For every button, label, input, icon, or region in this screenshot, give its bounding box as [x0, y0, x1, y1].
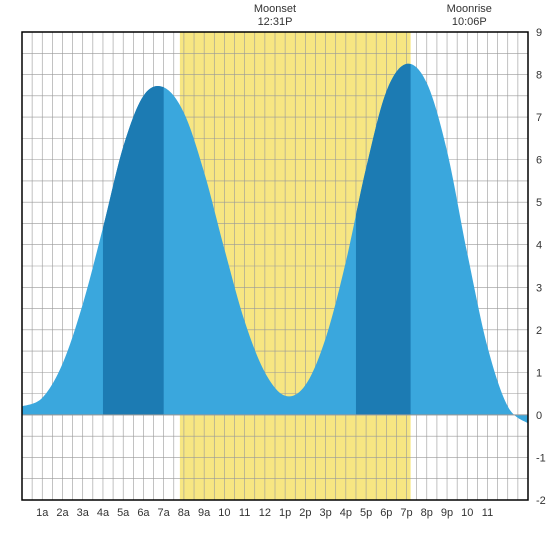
svg-text:0: 0 [536, 410, 542, 422]
svg-text:7a: 7a [158, 507, 171, 519]
svg-text:7: 7 [536, 112, 542, 124]
svg-text:5: 5 [536, 197, 542, 209]
svg-text:12: 12 [259, 507, 271, 519]
svg-text:2p: 2p [299, 507, 311, 519]
svg-text:10: 10 [461, 507, 473, 519]
svg-text:-2: -2 [536, 495, 546, 507]
svg-text:3p: 3p [319, 507, 331, 519]
svg-text:9a: 9a [198, 507, 211, 519]
svg-text:8p: 8p [421, 507, 433, 519]
svg-text:7p: 7p [400, 507, 412, 519]
svg-text:4p: 4p [340, 507, 352, 519]
chart-svg: -2-101234567891a2a3a4a5a6a7a8a9a1011121p… [0, 0, 550, 550]
svg-text:8: 8 [536, 70, 542, 82]
svg-text:5p: 5p [360, 507, 372, 519]
svg-text:9: 9 [536, 27, 542, 39]
svg-text:5a: 5a [117, 507, 130, 519]
svg-text:9p: 9p [441, 507, 453, 519]
svg-text:2: 2 [536, 325, 542, 337]
svg-text:6a: 6a [137, 507, 150, 519]
svg-text:-1: -1 [536, 452, 546, 464]
svg-text:11: 11 [482, 507, 493, 519]
svg-text:6: 6 [536, 155, 542, 167]
svg-text:1: 1 [536, 367, 542, 379]
svg-text:2a: 2a [56, 507, 69, 519]
svg-text:10: 10 [218, 507, 230, 519]
svg-text:11: 11 [239, 507, 250, 519]
svg-text:4: 4 [536, 240, 542, 252]
svg-text:4a: 4a [97, 507, 110, 519]
moonset-label: Moonset12:31P [245, 3, 305, 29]
svg-text:1a: 1a [36, 507, 49, 519]
moonrise-label: Moonrise10:06P [439, 3, 499, 29]
svg-text:3a: 3a [77, 507, 90, 519]
svg-text:6p: 6p [380, 507, 392, 519]
tide-chart: -2-101234567891a2a3a4a5a6a7a8a9a1011121p… [0, 0, 550, 550]
svg-text:3: 3 [536, 282, 542, 294]
svg-text:8a: 8a [178, 507, 191, 519]
svg-text:1p: 1p [279, 507, 291, 519]
